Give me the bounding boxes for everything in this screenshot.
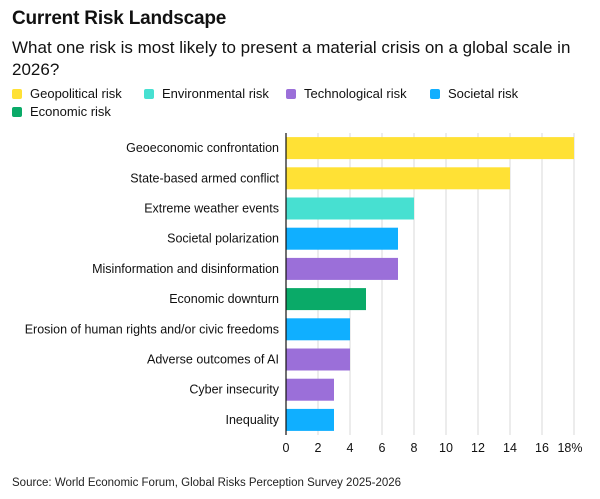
chart-title: Current Risk Landscape [12, 8, 227, 29]
bar-chart: Geoeconomic confrontation State-based arm… [25, 133, 583, 455]
bar [286, 318, 350, 341]
category-label: Misinformation and disinformation [92, 262, 279, 276]
bar [286, 348, 350, 371]
tick-label: 6 [379, 441, 386, 455]
legend-swatch-economic [12, 106, 22, 117]
tick-label: 0 [283, 441, 290, 455]
category-label: Inequality [225, 413, 279, 427]
legend-item-geopolitical: Geopolitical risk [12, 86, 122, 101]
tick-label: 4 [347, 441, 354, 455]
legend-label-geopolitical: Geopolitical risk [30, 86, 122, 101]
category-label: Extreme weather events [144, 202, 279, 216]
bar [286, 137, 574, 160]
legend-label-societal: Societal risk [448, 86, 519, 101]
bar [286, 408, 334, 431]
category-label: State-based armed conflict [130, 171, 279, 185]
bar [286, 378, 334, 401]
legend-item-environmental: Environmental risk [144, 86, 269, 101]
tick-label: 10 [439, 441, 453, 455]
bar [286, 167, 510, 190]
category-label: Erosion of human rights and/or civic fre… [25, 322, 279, 336]
legend-item-economic: Economic risk [12, 104, 111, 119]
category-label: Cyber insecurity [189, 383, 279, 397]
legend-item-societal: Societal risk [430, 86, 518, 101]
legend-item-technological: Technological risk [286, 86, 407, 101]
chart-subtitle: What one risk is most likely to present … [12, 38, 571, 79]
bar [286, 197, 414, 220]
legend-label-technological: Technological risk [304, 86, 407, 101]
legend-label-environmental: Environmental risk [162, 86, 269, 101]
legend-swatch-geopolitical [12, 88, 22, 99]
bar [286, 257, 398, 280]
source-note: Source: World Economic Forum, Global Ris… [12, 477, 402, 489]
legend-swatch-technological [286, 88, 296, 99]
bar [286, 227, 398, 250]
legend-label-economic: Economic risk [30, 104, 111, 119]
legend-swatch-societal [430, 88, 440, 99]
tick-label: 12 [471, 441, 485, 455]
tick-label: 18% [557, 441, 582, 455]
bar [286, 288, 366, 311]
tick-label: 2 [315, 441, 322, 455]
category-label: Economic downturn [169, 292, 279, 306]
category-label: Adverse outcomes of AI [147, 353, 279, 367]
legend-swatch-environmental [144, 88, 154, 99]
tick-label: 16 [535, 441, 549, 455]
tick-label: 8 [411, 441, 418, 455]
tick-label: 14 [503, 441, 517, 455]
category-label: Societal polarization [167, 232, 279, 246]
category-label: Geoeconomic confrontation [126, 141, 279, 155]
